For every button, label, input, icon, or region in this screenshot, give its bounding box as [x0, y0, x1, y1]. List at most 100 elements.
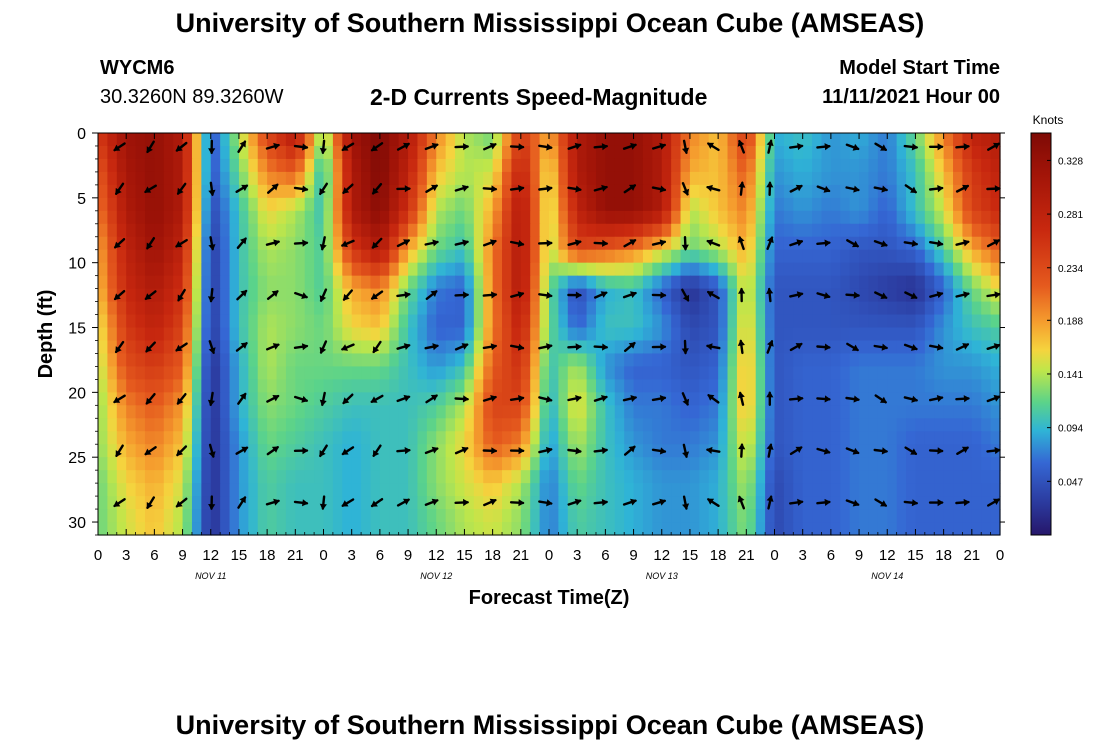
heatmap-cell: [680, 405, 691, 419]
heatmap-cell: [783, 327, 794, 342]
heatmap-cell: [924, 457, 935, 471]
heatmap-cell: [549, 249, 559, 264]
heatmap-cell: [718, 379, 729, 393]
heatmap-cell: [605, 288, 616, 303]
heatmap-cell: [229, 353, 240, 368]
heatmap-cell: [746, 301, 757, 316]
heatmap-cell: [783, 457, 794, 471]
heatmap-cell: [859, 301, 870, 316]
heatmap-cell: [417, 288, 428, 303]
heatmap-cell: [708, 379, 719, 393]
current-arrow-head: [629, 239, 637, 246]
heatmap-cell: [116, 327, 127, 342]
heatmap-cell: [502, 431, 513, 445]
heatmap-cell: [671, 522, 682, 536]
heatmap-cell: [877, 197, 888, 212]
current-arrow: [873, 343, 889, 351]
heatmap-cell: [398, 470, 409, 484]
heatmap-cell: [614, 418, 625, 432]
heatmap-cell: [220, 431, 231, 445]
heatmap-cell: [445, 431, 456, 445]
heatmap-cell: [877, 301, 888, 316]
heatmap-cell: [727, 522, 738, 536]
heatmap-cell: [238, 509, 249, 523]
heatmap-cell: [915, 470, 926, 484]
heatmap-cell: [248, 405, 259, 419]
heatmap-cell: [492, 353, 503, 368]
heatmap-cell: [990, 223, 1001, 238]
heatmap-cell: [915, 379, 926, 393]
heatmap-cell: [887, 327, 898, 342]
current-arrow: [987, 498, 1000, 507]
heatmap-cell: [971, 197, 982, 212]
heatmap-cell: [586, 392, 597, 406]
heatmap-cell: [830, 353, 841, 368]
heatmap-cell: [896, 431, 907, 445]
heatmap-cell: [191, 236, 202, 251]
heatmap-cell: [680, 483, 691, 497]
heatmap-cell: [426, 301, 437, 316]
heatmap-cell: [492, 171, 503, 186]
current-arrow: [208, 236, 216, 251]
current-arrow: [738, 443, 746, 458]
heatmap-cell: [473, 210, 484, 225]
heatmap-cell: [144, 379, 155, 393]
current-arrow: [538, 343, 553, 351]
heatmap-cell: [943, 522, 954, 536]
heatmap-cell: [389, 249, 400, 264]
heatmap-cell: [238, 275, 249, 290]
heatmap-cell: [887, 444, 898, 458]
heatmap-cell: [182, 392, 193, 406]
heatmap-cell: [332, 418, 343, 432]
heatmap-cell: [436, 184, 447, 199]
heatmap-cell: [201, 275, 212, 290]
heatmap-cell: [455, 457, 466, 471]
current-arrow-head: [766, 287, 774, 294]
current-arrow-head: [824, 395, 831, 403]
current-arrow-head: [659, 498, 667, 506]
heatmap-cell: [304, 379, 315, 393]
current-arrow-head: [795, 446, 803, 453]
heatmap-cell: [821, 470, 832, 484]
heatmap-cell: [276, 444, 287, 458]
heatmap-cell: [859, 236, 870, 251]
heatmap-cell: [821, 522, 832, 536]
current-arrow: [266, 394, 280, 403]
heatmap-cell: [464, 327, 475, 342]
heatmap-cell: [943, 340, 954, 355]
heatmap-cell: [455, 483, 466, 497]
heatmap-cell: [473, 340, 484, 355]
heatmap-cell: [868, 457, 879, 471]
heatmap-cell: [126, 444, 137, 458]
current-arrow-head: [115, 450, 122, 458]
heatmap-cell: [445, 249, 456, 264]
heatmap-cell: [126, 483, 137, 497]
heatmap-cell: [915, 275, 926, 290]
heatmap-cell: [812, 353, 823, 368]
heatmap-cell: [990, 418, 1001, 432]
heatmap-cell: [492, 340, 503, 355]
current-arrow: [903, 343, 918, 351]
heatmap-cell: [821, 379, 832, 393]
heatmap-cell: [906, 197, 917, 212]
heatmap-cell: [323, 301, 334, 316]
heatmap-cell: [98, 133, 108, 147]
heatmap-cell: [812, 210, 823, 225]
heatmap-cell: [793, 171, 804, 186]
heatmap-cell: [426, 522, 437, 536]
heatmap-cell: [859, 483, 870, 497]
current-arrow: [874, 498, 888, 507]
heatmap-cell: [295, 470, 306, 484]
heatmap-cell: [877, 353, 888, 368]
heatmap-cell: [586, 158, 597, 173]
heatmap-cell: [755, 171, 766, 186]
heatmap-cell: [351, 197, 362, 212]
current-arrow-head: [403, 498, 410, 505]
heatmap-cell: [736, 522, 747, 536]
heatmap-cell: [426, 158, 437, 173]
heatmap-cell: [220, 288, 231, 303]
heatmap-cell: [436, 314, 447, 329]
heatmap-cell: [962, 379, 973, 393]
heatmap-cell: [718, 457, 729, 471]
heatmap-cell: [417, 158, 428, 173]
